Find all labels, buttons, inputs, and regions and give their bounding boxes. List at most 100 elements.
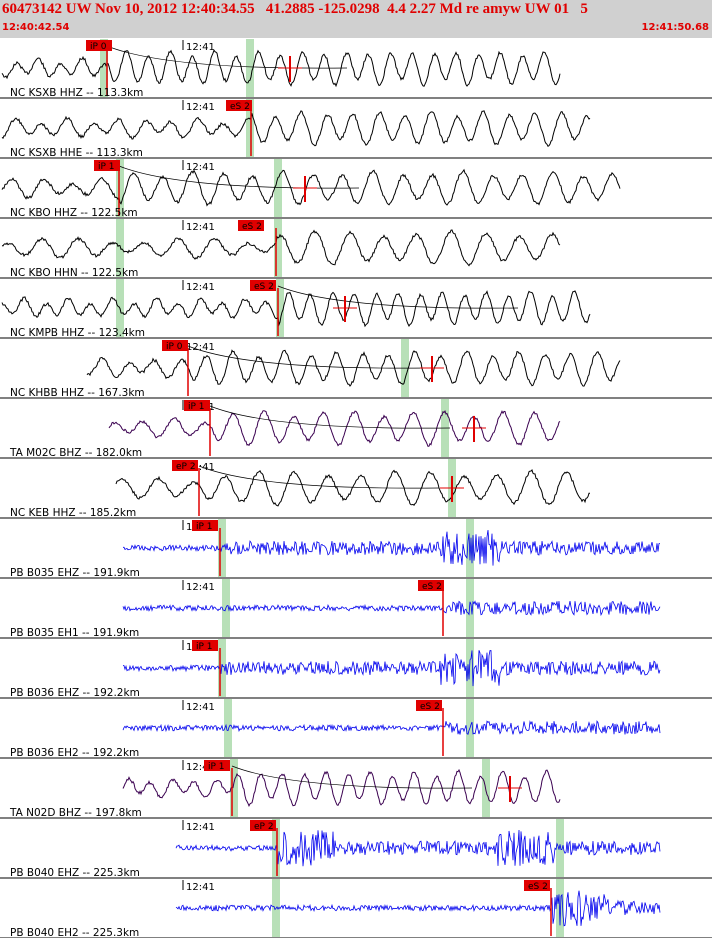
pick-label: eP 2 <box>176 462 196 472</box>
time-window-bar <box>274 219 282 277</box>
pick-marker[interactable] <box>418 580 444 591</box>
waveform <box>86 349 621 387</box>
time-window-bar <box>556 819 564 877</box>
pick-marker[interactable] <box>250 280 276 291</box>
trace-label: NC KHBB HHZ -- 167.3km <box>10 387 145 399</box>
pick-label: eS 2 <box>230 102 250 112</box>
trace-label: PB B040 EHZ -- 225.3km <box>10 867 140 879</box>
minute-label: 12:41 <box>186 762 215 773</box>
time-window-bar <box>466 579 474 637</box>
minute-label: 12:41 <box>186 162 215 173</box>
pick-label: eS 2 <box>422 582 442 592</box>
trace-row[interactable]: 12:41 eP 2 PB B040 EHZ -- 225.3km <box>0 819 712 879</box>
waveform <box>115 469 590 507</box>
time-window-bar <box>272 819 280 877</box>
time-window-bar <box>246 99 254 157</box>
waveform <box>122 600 661 617</box>
pick-label: iP 1 <box>196 522 213 532</box>
trace-row[interactable]: 12:41 iP 0 NC KSXB HHZ -- 113.3km <box>0 39 712 99</box>
pick-marker[interactable] <box>162 340 188 351</box>
trace-label: NC KBO HHZ -- 122.5km <box>10 207 138 219</box>
pick-label: eS 2 <box>242 222 262 232</box>
event-header: 60473142 UW Nov 10, 2012 12:40:34.55 41.… <box>0 0 712 38</box>
trace-label: PB B035 EHZ -- 191.9km <box>10 567 140 579</box>
decay-curve <box>277 285 519 309</box>
trace-label: TA M02C BHZ -- 182.0km <box>9 447 142 459</box>
pick-marker[interactable] <box>226 100 252 111</box>
decay-curve <box>106 45 348 69</box>
trace-label: TA N02D BHZ -- 197.8km <box>9 807 142 819</box>
pick-label: iP 1 <box>188 402 205 412</box>
pick-marker[interactable] <box>416 700 442 711</box>
time-window-bar <box>116 219 124 277</box>
time-window-bar <box>466 519 474 577</box>
waveform <box>1 110 591 148</box>
trace-row[interactable]: 12:41 iP 1 NC KBO HHZ -- 122.5km <box>0 159 712 219</box>
pick-marker[interactable] <box>172 460 198 471</box>
trace-row[interactable]: 12:41 eS 2 PB B035 EH1 -- 191.9km <box>0 579 712 639</box>
time-window-bar <box>482 759 490 817</box>
trace-label: NC KEB HHZ -- 185.2km <box>10 507 136 519</box>
pick-label: eS 2 <box>528 882 548 892</box>
pick-marker[interactable] <box>204 760 230 771</box>
time-window-bar <box>116 159 124 217</box>
decay-curve <box>198 465 440 489</box>
time-window-bar <box>100 39 108 97</box>
decay-curve <box>118 165 360 189</box>
decay-curve <box>187 345 429 369</box>
pick-label: eP 2 <box>254 822 274 832</box>
trace-label: NC KMPB HHZ -- 123.4km <box>10 327 145 339</box>
trace-row[interactable]: 12:41 eS 2 NC KBO HHN -- 122.5km <box>0 219 712 279</box>
pick-marker[interactable] <box>86 40 112 51</box>
minute-label: 12:41 <box>186 582 215 593</box>
trace-row[interactable]: 12:41 eS 2 NC KSXB HHE -- 113.3km <box>0 99 712 159</box>
pick-marker[interactable] <box>192 640 218 651</box>
trace-row[interactable]: 12:41 eS 2 PB B036 EH2 -- 192.2km <box>0 699 712 759</box>
minute-label: 12:41 <box>186 702 215 713</box>
pick-marker[interactable] <box>184 400 210 411</box>
decay-curve <box>209 405 451 429</box>
time-window-bar <box>230 759 238 817</box>
trace-row[interactable]: 12:41 eS 2 PB B040 EH2 -- 225.3km <box>0 879 712 938</box>
time-window-bar <box>276 279 284 337</box>
minute-label: 12:41 <box>186 882 215 893</box>
minute-label: 12:41 <box>186 282 215 293</box>
waveform <box>1 168 621 207</box>
time-window-bar <box>556 879 564 937</box>
pick-label: iP 0 <box>166 342 183 352</box>
pick-marker[interactable] <box>524 880 550 891</box>
waveform <box>122 768 561 807</box>
minute-label: 12:41 <box>186 822 215 833</box>
pick-marker[interactable] <box>250 820 276 831</box>
trace-label: NC KSXB HHE -- 113.3km <box>10 147 143 159</box>
minute-label: 12:41 <box>186 42 215 53</box>
waveform <box>122 650 661 687</box>
start-time: 12:40:42.54 <box>2 22 70 33</box>
trace-label: PB B035 EH1 -- 191.9km <box>10 627 139 639</box>
pick-marker[interactable] <box>94 160 120 171</box>
waveform <box>1 290 591 328</box>
decay-curve <box>231 765 473 789</box>
waveform <box>175 890 661 927</box>
time-window-bar <box>224 699 232 757</box>
waveform <box>1 49 561 88</box>
trace-row[interactable]: 12:41 eS 2 NC KMPB HHZ -- 123.4km <box>0 279 712 339</box>
minute-label: 12:41 <box>186 102 215 113</box>
pick-marker[interactable] <box>238 220 264 231</box>
pick-label: eS 2 <box>420 702 440 712</box>
time-window-bar <box>466 639 474 697</box>
waveform <box>123 529 661 566</box>
pick-label: iP 1 <box>98 162 115 172</box>
pick-label: iP 0 <box>90 42 107 52</box>
time-window-bar <box>274 159 282 217</box>
pick-marker[interactable] <box>192 520 218 531</box>
trace-label: PB B036 EHZ -- 192.2km <box>10 687 140 699</box>
pick-label: iP 1 <box>208 762 225 772</box>
